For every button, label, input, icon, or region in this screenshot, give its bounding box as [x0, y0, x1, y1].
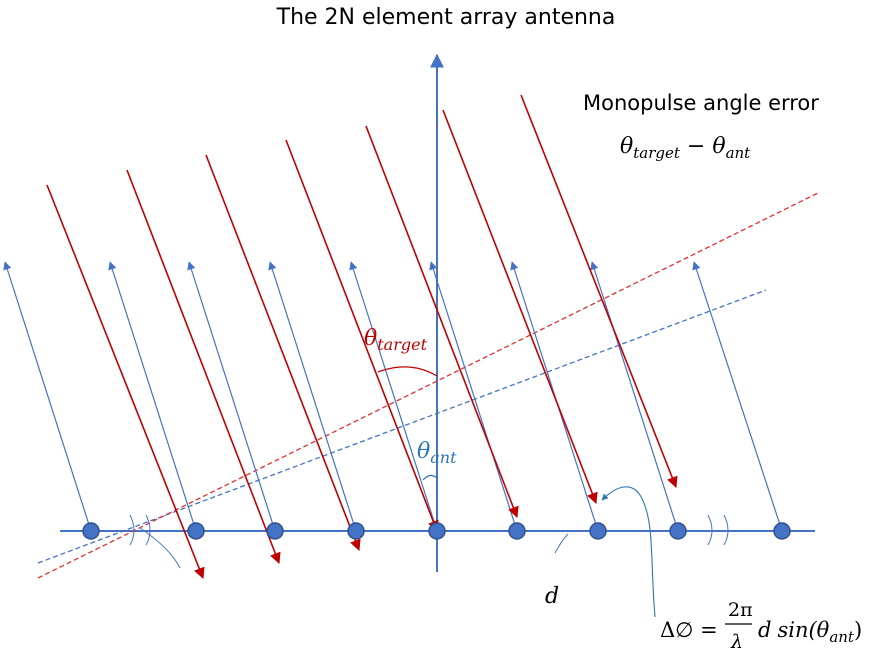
target-ray [46, 184, 205, 580]
array-element [428, 522, 446, 540]
rhs-sin: sin(θ [777, 618, 829, 642]
monopulse-formula: θtarget − θant [620, 134, 751, 162]
target-ray [126, 169, 281, 565]
antenna-ray [429, 261, 518, 532]
target-ray [365, 125, 519, 519]
theta-ant-arc [422, 474, 438, 481]
antenna-ray [692, 261, 783, 532]
delta-phi-lhs: Δ∅ = [660, 618, 718, 642]
antenna-ray [349, 261, 438, 532]
target-phase-front-line [37, 192, 819, 579]
target-rays [46, 94, 678, 580]
array-element [773, 522, 791, 540]
antenna-ray [187, 261, 276, 532]
array-element [266, 522, 284, 540]
array-element [82, 522, 100, 540]
antenna-phase-front-line [37, 289, 767, 564]
d-label: d [545, 584, 559, 609]
delta-phi-pointer [601, 486, 656, 618]
array-element [669, 522, 687, 540]
array-element [508, 522, 526, 540]
theta-target-label: θtarget [364, 326, 428, 354]
two-pi-numerator: 2π [728, 599, 753, 621]
delta-phi-rhs: d sin(θant) [758, 618, 862, 646]
array-element [589, 522, 607, 540]
theta-ant-symbol: θ [417, 439, 430, 464]
theta-ant-label: θant [417, 439, 457, 467]
rhs-d: d [758, 618, 771, 642]
theta-target-symbol: θ [364, 326, 377, 351]
formula-theta: θ [620, 134, 633, 159]
target-ray [285, 139, 439, 533]
target-ray [442, 109, 598, 505]
delta-phi-formula: Δ∅ = 2π λ d sin(θant) [660, 599, 862, 653]
array-elements [82, 522, 791, 540]
antenna-ray [590, 261, 679, 532]
monopulse-label: Monopulse angle error [583, 91, 819, 115]
target-ray [205, 154, 361, 552]
theta-target-sub: target [377, 335, 427, 354]
rhs-ant-sub: ant [829, 628, 855, 646]
gap-markers [129, 514, 729, 569]
formula-target-sub: target [633, 144, 681, 162]
diagram-title: The 2N element array antenna [276, 5, 616, 30]
array-element [187, 522, 205, 540]
theta-target-arc [377, 366, 438, 377]
rhs-close: ) [854, 618, 862, 642]
antenna-ray [268, 261, 357, 532]
theta-ant-sub: ant [430, 448, 457, 467]
d-pointer [554, 533, 569, 554]
antenna-rays [3, 261, 783, 532]
array-element [347, 522, 365, 540]
lambda-denominator: λ [730, 631, 743, 653]
formula-ant-sub: ant [726, 144, 752, 162]
antenna-ray [3, 261, 92, 532]
antenna-ray [108, 261, 197, 532]
target-ray [520, 94, 678, 489]
formula-minus-theta: − θ [680, 134, 726, 159]
